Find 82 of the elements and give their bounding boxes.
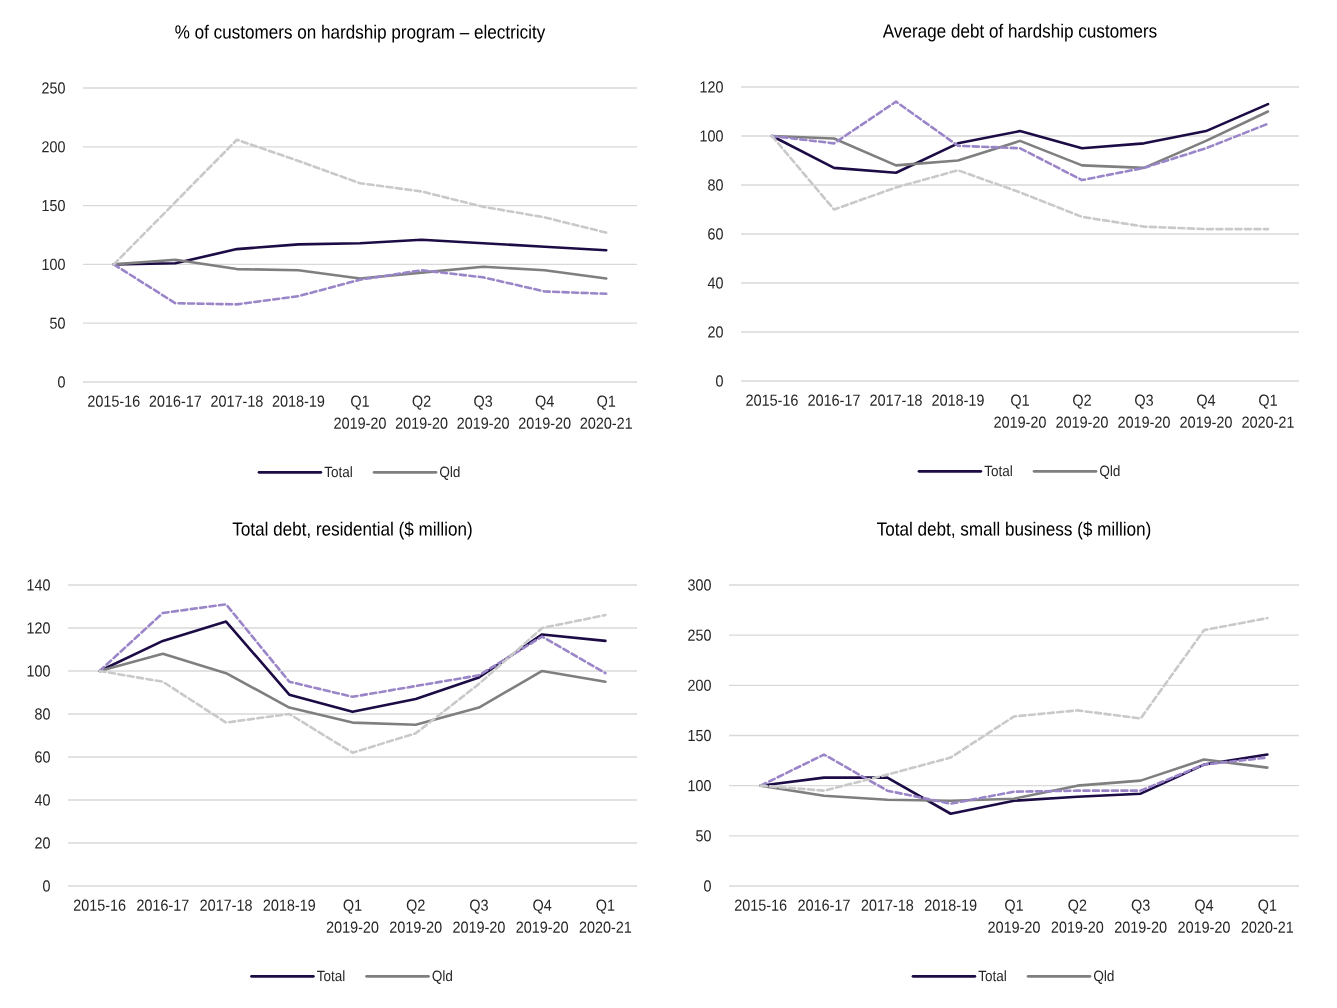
chart-title: Total debt, residential ($ million): [232, 521, 472, 540]
x-tick-label: 2017-18: [861, 899, 914, 911]
x-tick-label: 2018-19: [932, 394, 984, 406]
y-tick-label: 120: [700, 81, 723, 93]
x-tick-label: 2016-17: [137, 899, 189, 911]
legend-label: Total: [984, 465, 1012, 477]
chart-title: % of customers on hardship program – electricity: [175, 24, 546, 43]
y-tick-label: 200: [688, 679, 711, 691]
y-tick-label: 100: [700, 130, 723, 142]
x-tick-label: 2015-16: [73, 899, 126, 911]
line-series: [98, 603, 607, 699]
x-tick-label: Q1 2020-21: [580, 395, 632, 429]
legend-label: Total: [324, 466, 352, 478]
legend-label: Qld: [1100, 465, 1120, 479]
y-tick-label: 100: [27, 665, 50, 677]
y-tick-label: 40: [707, 277, 723, 289]
y-tick-label: 140: [27, 579, 50, 591]
x-tick-label: 2018-19: [272, 395, 325, 407]
chart-title: Total debt, small business ($ million): [877, 521, 1151, 540]
x-tick-label: Q1 2019-20: [334, 395, 386, 429]
x-tick-label: 2016-17: [798, 899, 850, 911]
x-tick-label: Q2 2019-20: [395, 395, 448, 429]
x-tick-label: Q2 2019-20: [1056, 394, 1108, 428]
y-tick-label: 300: [688, 579, 711, 591]
x-tick-label: Q4 2019-20: [1180, 394, 1232, 428]
y-tick-label: 0: [704, 880, 711, 892]
y-tick-label: 80: [35, 708, 50, 720]
y-tick-label: 0: [716, 375, 723, 387]
line-series: [112, 263, 608, 306]
x-tick-label: Q1 2019-20: [988, 899, 1040, 933]
x-tick-label: Q3 2019-20: [457, 395, 509, 429]
y-tick-label: 200: [42, 141, 65, 153]
line-series: [759, 616, 1269, 792]
x-tick-label: Q3 2019-20: [453, 899, 505, 933]
y-tick-label: 100: [688, 779, 711, 792]
line-series: [770, 134, 1270, 231]
x-tick-label: Q1 2020-21: [1241, 899, 1294, 933]
x-tick-label: 2017-18: [870, 394, 922, 406]
y-tick-label: 250: [688, 629, 711, 641]
x-tick-label: Q4 2019-20: [518, 395, 571, 429]
x-tick-label: Q2 2019-20: [390, 899, 442, 933]
x-tick-label: Q1 2019-20: [994, 394, 1046, 428]
legend-label: Total: [978, 970, 1006, 982]
x-tick-label: Q1 2020-21: [1242, 394, 1294, 428]
x-tick-label: 2016-17: [808, 394, 860, 406]
legend-label: Qld: [432, 970, 452, 984]
y-tick-label: 40: [34, 794, 50, 806]
x-tick-label: 2015-16: [88, 395, 140, 407]
y-tick-label: 20: [35, 837, 50, 849]
y-tick-label: 150: [688, 729, 711, 742]
x-tick-label: 2015-16: [746, 394, 798, 406]
y-tick-label: 60: [35, 751, 50, 763]
y-tick-label: 80: [708, 179, 723, 191]
x-tick-label: Q1 2019-20: [326, 899, 379, 933]
y-tick-label: 50: [696, 830, 711, 842]
y-tick-label: 100: [42, 258, 65, 271]
legend-label: Total: [317, 970, 345, 982]
y-tick-label: 60: [708, 228, 723, 240]
x-tick-label: Q2 2019-20: [1051, 899, 1104, 933]
x-tick-label: 2017-18: [200, 899, 252, 911]
y-tick-label: 120: [27, 622, 50, 634]
x-tick-label: 2015-16: [734, 899, 787, 911]
y-tick-label: 0: [58, 376, 65, 388]
x-tick-label: 2018-19: [924, 899, 977, 911]
x-tick-label: Q3 2019-20: [1118, 394, 1170, 428]
line-series: [112, 138, 608, 266]
chart-title: Average debt of hardship customers: [882, 23, 1157, 42]
y-tick-label: 250: [42, 82, 65, 94]
y-tick-label: 20: [708, 326, 723, 338]
line-series: [98, 613, 607, 754]
x-tick-label: 2017-18: [211, 395, 263, 407]
y-tick-label: 50: [50, 317, 65, 329]
x-tick-label: Q3 2019-20: [1114, 899, 1167, 933]
y-tick-label: 0: [43, 880, 50, 892]
x-tick-label: Q1 2020-21: [579, 899, 632, 933]
x-tick-label: Q4 2019-20: [516, 899, 569, 933]
legend-label: Qld: [1094, 970, 1114, 984]
x-tick-label: Q4 2019-20: [1178, 899, 1230, 933]
x-tick-label: 2018-19: [263, 899, 316, 911]
legend-label: Qld: [440, 466, 460, 480]
x-tick-label: 2016-17: [149, 395, 202, 407]
y-tick-label: 150: [42, 199, 65, 212]
